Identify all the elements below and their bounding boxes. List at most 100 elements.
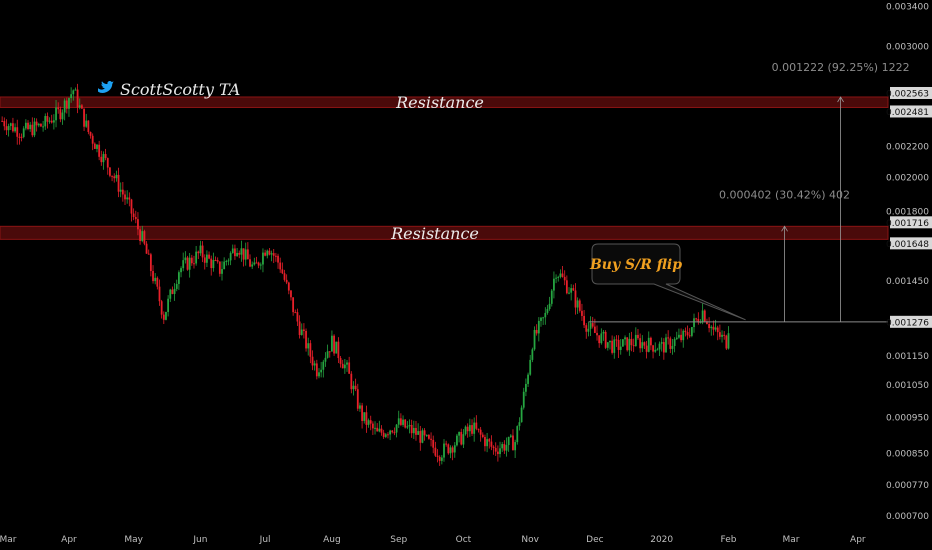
candle: [91, 133, 94, 151]
candle: [559, 269, 562, 279]
measure-label: 0.000402 (30.42%) 402: [719, 188, 850, 201]
candle: [270, 250, 273, 262]
candle: [221, 261, 223, 281]
candle: [468, 418, 471, 437]
candle: [712, 320, 715, 336]
candle: [451, 445, 454, 461]
candle: [486, 432, 489, 453]
price-tick: 0.001648: [886, 237, 932, 250]
candle: [436, 449, 439, 463]
candle: [257, 261, 260, 269]
candle: [492, 445, 495, 455]
candle: [298, 315, 301, 339]
callout-box: [591, 243, 746, 321]
candle: [572, 284, 575, 291]
candle: [3, 117, 6, 131]
price-tick: 0.000700: [886, 512, 929, 522]
candle: [583, 309, 585, 328]
candle: [688, 328, 691, 338]
candle: [464, 425, 467, 436]
candle: [63, 98, 66, 121]
candle: [354, 378, 357, 392]
candle: [139, 226, 141, 245]
candle: [5, 119, 8, 135]
time-tick: Mar: [783, 535, 800, 545]
candle: [445, 440, 448, 447]
candle: [208, 251, 210, 260]
svg-text:0.001450: 0.001450: [886, 277, 929, 287]
candle: [641, 335, 644, 353]
candle: [339, 356, 342, 368]
candle: [309, 340, 312, 364]
candle: [484, 434, 486, 452]
candle: [537, 317, 540, 342]
candle: [382, 429, 385, 439]
candle: [249, 254, 251, 268]
candle: [193, 255, 195, 269]
candle: [440, 455, 443, 465]
candle: [113, 173, 116, 183]
candle: [499, 441, 501, 458]
candle: [598, 335, 601, 348]
candle: [100, 150, 103, 166]
candle: [632, 338, 635, 353]
svg-text:0.001150: 0.001150: [886, 352, 929, 362]
candle: [512, 429, 514, 451]
price-tick: 0.002481: [886, 105, 932, 118]
candle: [147, 249, 150, 255]
candle: [578, 298, 581, 313]
candle: [660, 337, 663, 352]
candle: [158, 279, 161, 306]
candle: [52, 114, 55, 130]
candle: [718, 324, 721, 340]
candle: [574, 283, 577, 315]
candle: [647, 331, 650, 353]
candle: [533, 326, 536, 351]
price-axis[interactable]: 0.003400 0.003000 0.002563 0.002481 0.002200…: [886, 2, 932, 522]
candle: [31, 117, 34, 138]
svg-text:0.001800: 0.001800: [886, 207, 929, 217]
candle: [72, 89, 75, 101]
candle: [529, 354, 532, 376]
candle: [531, 347, 534, 363]
candle: [277, 253, 279, 269]
candle: [246, 242, 249, 260]
candle: [322, 359, 325, 378]
candle: [708, 317, 711, 333]
candle: [296, 308, 299, 326]
candle: [600, 328, 603, 345]
time-axis[interactable]: Mar Apr May Jun Jul Aug Sep Oct Nov Dec 2020 Feb Mar…: [0, 535, 866, 545]
candle: [55, 100, 57, 128]
candle: [557, 275, 560, 282]
candle: [690, 326, 693, 338]
candle: [447, 443, 450, 455]
price-tick: 0.002000: [886, 173, 929, 183]
candle: [111, 175, 113, 182]
candle: [186, 255, 189, 271]
price-tick: 0.000950: [886, 413, 929, 423]
candle: [669, 336, 672, 354]
candle: [462, 429, 465, 449]
candle: [555, 274, 557, 284]
candle: [434, 441, 437, 457]
candle: [667, 330, 670, 345]
candle: [371, 421, 374, 435]
candle: [585, 323, 588, 339]
candle: [587, 322, 590, 337]
candle: [216, 257, 219, 264]
candle: [568, 287, 570, 295]
candle: [206, 250, 208, 268]
candle: [682, 329, 685, 348]
candle: [203, 254, 206, 270]
candle: [242, 248, 245, 267]
candle: [132, 208, 135, 221]
candle: [421, 428, 424, 444]
candle: [626, 337, 629, 352]
candle: [565, 275, 568, 295]
candle: [412, 420, 415, 440]
candle: [361, 402, 363, 429]
candle: [283, 269, 286, 282]
candle: [518, 417, 521, 431]
price-tick: 0.001450: [886, 277, 929, 287]
